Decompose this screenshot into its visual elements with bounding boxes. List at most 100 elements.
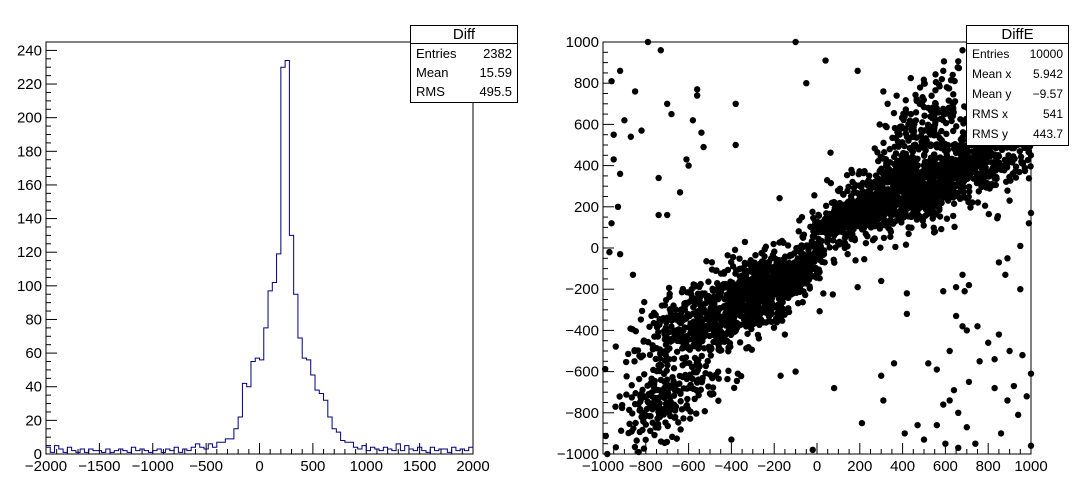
scatter-point: [973, 150, 980, 157]
x-tick-label: −2000: [25, 458, 67, 475]
scatter-point: [1014, 411, 1022, 419]
scatter-point: [932, 118, 939, 126]
scatter-point: [667, 306, 675, 313]
scatter-point: [806, 285, 814, 292]
stats-value: 443.7: [1032, 127, 1063, 141]
stats-value: 15.59: [479, 65, 512, 80]
scatter-point: [991, 384, 998, 392]
scatter-point: [702, 329, 709, 337]
scatter-point: [898, 114, 906, 121]
scatter-point: [773, 260, 780, 267]
scatter-point: [944, 153, 951, 161]
scatter-point: [951, 223, 958, 231]
scatter-point: [704, 357, 711, 365]
y-tick-label: −400: [565, 322, 599, 339]
scatter-point: [676, 189, 684, 196]
scatter-point: [852, 257, 859, 264]
stats-title: DiffE: [967, 26, 1068, 44]
scatter-point: [932, 78, 940, 86]
scatter-point: [716, 323, 724, 330]
scatter-point: [952, 312, 960, 320]
y-tick-label: 80: [25, 311, 42, 328]
scatter-point: [817, 219, 824, 227]
scatter-point: [832, 244, 839, 251]
scatter-point: [617, 427, 625, 434]
scatter-point: [698, 376, 706, 384]
scatter-point: [985, 173, 993, 180]
scatter-point: [982, 144, 990, 152]
scatter-point: [736, 265, 744, 272]
scatter-point: [601, 365, 609, 373]
scatter-point: [647, 412, 654, 420]
scatter-point: [877, 244, 884, 251]
scatter-point: [866, 191, 874, 199]
scatter-point: [922, 147, 929, 154]
scatter-point: [843, 171, 851, 179]
scatter-point: [1024, 156, 1032, 164]
scatter-point: [1004, 187, 1011, 194]
scatter-point: [747, 261, 754, 268]
scatter-point: [671, 413, 679, 421]
scatter-point: [673, 348, 681, 355]
scatter-point: [950, 386, 958, 394]
scatter-point: [927, 113, 934, 120]
scatter-point: [698, 129, 705, 136]
scatter-point: [733, 377, 741, 385]
stats-title: Diff: [411, 26, 517, 44]
scatter-point: [822, 57, 829, 64]
scatter-point: [787, 279, 795, 287]
y-tick-label: 60: [25, 345, 42, 362]
scatter-point: [957, 136, 965, 143]
scatter-point: [650, 319, 658, 327]
scatter-point: [849, 230, 856, 238]
scatter-point: [632, 419, 639, 427]
scatter-point: [1002, 178, 1010, 185]
scatter-point: [631, 358, 638, 365]
scatter-point: [932, 71, 939, 78]
scatter-point: [629, 410, 636, 417]
scatter-point: [928, 92, 935, 99]
plot-frame: [45, 41, 474, 455]
scatter-point: [651, 431, 658, 439]
scatter-point: [968, 165, 976, 172]
scatter-point: [682, 354, 690, 361]
stats-value: 541: [1042, 107, 1063, 121]
scatter-point: [973, 179, 981, 187]
scatter-point: [925, 104, 932, 112]
scatter-point: [913, 163, 920, 171]
scatter-point: [661, 348, 668, 356]
scatter-point: [1003, 164, 1011, 171]
scatter-point: [680, 415, 687, 422]
scatter-point: [693, 379, 701, 386]
scatter-point: [771, 279, 778, 287]
x-tick-label: 1000: [1014, 458, 1047, 475]
scatter-point: [919, 119, 926, 126]
scatter-point: [1006, 197, 1013, 204]
scatter-point: [927, 131, 934, 138]
scatter-point: [950, 91, 957, 98]
scatter-point: [940, 67, 947, 75]
scatter-point: [933, 421, 941, 429]
scatter-point: [693, 86, 701, 93]
y-tick-label: 240: [17, 42, 42, 59]
scatter-point: [635, 448, 642, 456]
scatter-point: [795, 228, 802, 235]
scatter-point: [713, 267, 720, 274]
scatter-point: [830, 198, 838, 206]
x-tick-label: 500: [300, 458, 325, 475]
scatter-point: [946, 397, 953, 404]
scatter-point: [648, 375, 655, 382]
scatter-point: [963, 327, 970, 334]
scatter-point: [936, 184, 943, 191]
scatter-point: [880, 211, 887, 218]
scatter-point: [949, 100, 956, 108]
scatter-point: [836, 185, 844, 192]
scatter-point: [733, 319, 741, 327]
scatter-point: [880, 397, 887, 404]
scatter-point: [872, 180, 879, 188]
scatter-point: [757, 316, 764, 323]
x-tick-label: −400: [715, 458, 749, 475]
scatter-point: [639, 386, 646, 394]
scatter-point: [612, 343, 619, 350]
scatter-point: [727, 258, 735, 266]
